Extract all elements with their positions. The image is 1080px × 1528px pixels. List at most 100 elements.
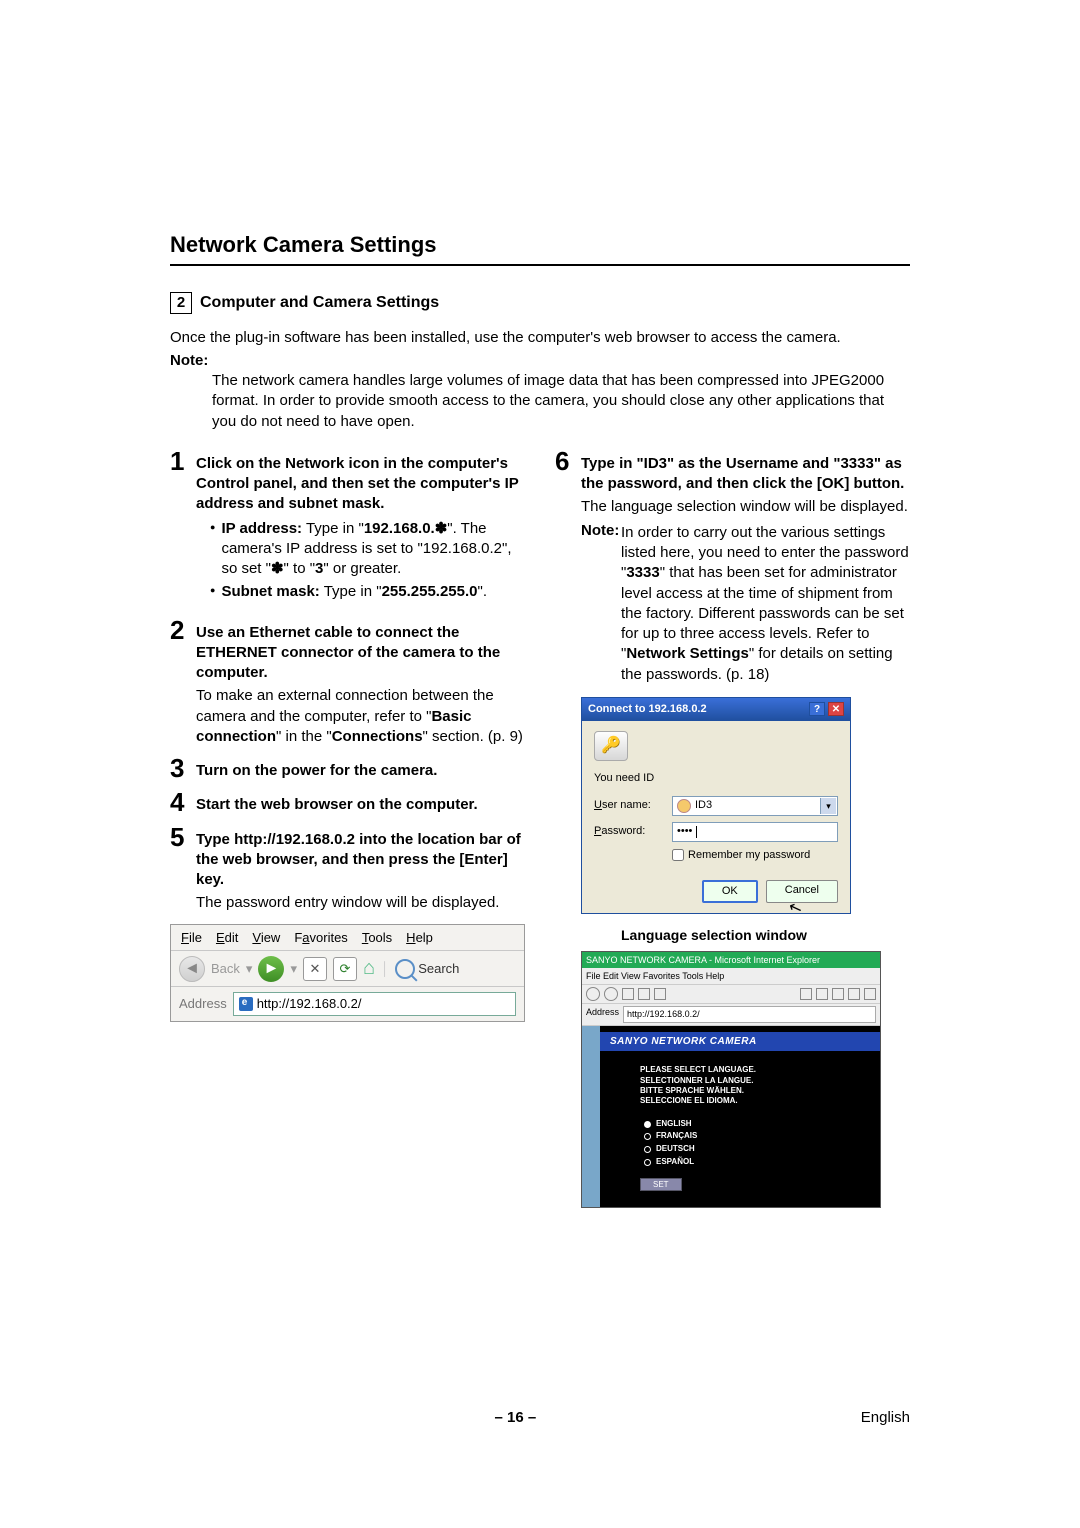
username-dropdown-icon[interactable]: ▾ (820, 798, 836, 814)
stop-button-icon[interactable]: ✕ (303, 957, 327, 981)
cancel-button[interactable]: Cancel (766, 880, 838, 903)
address-label: Address (179, 995, 227, 1013)
lang-addr-input[interactable]: http://192.168.0.2/ (623, 1006, 876, 1022)
step-1-number: 1 (170, 448, 190, 609)
language-window: SANYO NETWORK CAMERA - Microsoft Interne… (581, 951, 881, 1207)
t: ENGLISH (656, 1119, 692, 1130)
menu-favorites[interactable]: Favorites (294, 929, 347, 947)
t: ✽ (271, 560, 284, 577)
right-column: 6 Type in "ID3" as the Username and "333… (555, 448, 910, 1216)
password-label: Password: (594, 824, 664, 839)
ie-icon (239, 997, 253, 1011)
lang-back-icon[interactable] (586, 987, 600, 1001)
lang-win-menu: File Edit View Favorites Tools Help (582, 968, 880, 985)
home-button-icon[interactable]: ⌂ (363, 955, 375, 982)
t: 255.255.255.0 (382, 583, 478, 600)
t: " to " (284, 560, 316, 577)
t: " section. (p. 9) (423, 728, 523, 745)
step-6-para: The language selection window will be di… (581, 497, 910, 517)
lang-addr-row: Address http://192.168.0.2/ (582, 1004, 880, 1025)
lang-prompt: PLEASE SELECT LANGUAGE. SELECTIONNER LA … (600, 1051, 880, 1117)
lang-win-title: SANYO NETWORK CAMERA - Microsoft Interne… (582, 952, 880, 968)
language-caption: Language selection window (621, 926, 910, 945)
close-button-icon[interactable]: ✕ (828, 702, 844, 716)
browser-toolbar: ◄ Back ▾ ► ▾ ✕ ⟳ ⌂ │ Search (171, 951, 524, 987)
step-1-head: Click on the Network icon in the compute… (196, 454, 525, 515)
section-heading: 2 Computer and Camera Settings (170, 292, 910, 314)
t: " or greater. (323, 560, 401, 577)
t: ESPAÑOL (656, 1157, 694, 1168)
step-6-head: Type in "ID3" as the Username and "3333"… (581, 454, 910, 495)
back-dropdown-icon[interactable]: ▾ (246, 960, 253, 978)
back-button-label[interactable]: Back (211, 960, 240, 978)
menu-file[interactable]: File (181, 929, 202, 947)
radio-icon (644, 1159, 651, 1166)
search-label: Search (418, 960, 459, 978)
t: Type in " (302, 520, 364, 537)
help-button-icon[interactable]: ? (809, 702, 825, 716)
refresh-button-icon[interactable]: ⟳ (333, 957, 357, 981)
lang-opt-english[interactable]: ENGLISH (644, 1119, 880, 1130)
step-5-number: 5 (170, 824, 190, 914)
auth-dialog: Connect to 192.168.0.2 ? ✕ 🔑 You need ID… (581, 697, 851, 914)
auth-titlebar: Connect to 192.168.0.2 ? ✕ (582, 698, 850, 721)
section-number-box: 2 (170, 292, 192, 314)
search-button[interactable]: Search (395, 959, 459, 979)
username-label: User name: (594, 798, 664, 813)
back-button-icon[interactable]: ◄ (179, 956, 205, 982)
lang-tb-icon[interactable] (848, 988, 860, 1000)
step-2-para: To make an external connection between t… (196, 686, 525, 747)
lang-home-icon[interactable] (654, 988, 666, 1000)
lang-opt-espanol[interactable]: ESPAÑOL (644, 1157, 880, 1168)
step-4-number: 4 (170, 789, 190, 815)
page-number: – 16 – (495, 1408, 537, 1428)
lang-stop-icon[interactable] (622, 988, 634, 1000)
section-label: Computer and Camera Settings (200, 292, 439, 314)
username-input[interactable]: ID3 ▾ (672, 796, 838, 816)
t: DEUTSCH (656, 1144, 695, 1155)
lang-tb-icon[interactable] (864, 988, 876, 1000)
note-body: The network camera handles large volumes… (212, 371, 910, 432)
remember-checkbox[interactable] (672, 849, 684, 861)
lang-tb-icon[interactable] (816, 988, 828, 1000)
step-4-head: Start the web browser on the computer. (196, 795, 525, 815)
menu-tools[interactable]: Tools (362, 929, 392, 947)
intro-text: Once the plug-in software has been insta… (170, 328, 910, 348)
password-input[interactable]: •••• (672, 822, 838, 842)
page-title: Network Camera Settings (170, 230, 910, 266)
step-5-head: Type http://192.168.0.2 into the locatio… (196, 830, 525, 891)
menu-view[interactable]: View (252, 929, 280, 947)
radio-icon (644, 1146, 651, 1153)
fwd-dropdown-icon[interactable]: ▾ (290, 960, 297, 978)
address-input[interactable]: http://192.168.0.2/ (233, 992, 516, 1016)
step-1-bullet-ip: IP address: Type in "192.168.0.✽". The c… (210, 519, 525, 580)
remember-label: Remember my password (688, 848, 810, 863)
lang-refresh-icon[interactable] (638, 988, 650, 1000)
menu-edit[interactable]: Edit (216, 929, 238, 947)
lang-sidebar (582, 1026, 600, 1207)
lang-addr-label: Address (586, 1006, 619, 1022)
t: ". (478, 583, 488, 600)
t: 3333 (626, 564, 659, 581)
radio-icon (644, 1121, 651, 1128)
menu-help[interactable]: Help (406, 929, 433, 947)
lang-header: SANYO NETWORK CAMERA (600, 1032, 880, 1052)
ok-button[interactable]: OK (702, 880, 758, 903)
note-label: Note: (170, 352, 208, 369)
lang-tb-icon[interactable] (832, 988, 844, 1000)
forward-button-icon[interactable]: ► (258, 956, 284, 982)
t: " in the " (276, 728, 332, 745)
lang-set-button[interactable]: SET (640, 1178, 682, 1191)
search-icon (395, 959, 415, 979)
step-5-para: The password entry window will be displa… (196, 893, 525, 913)
left-column: 1 Click on the Network icon in the compu… (170, 448, 525, 1216)
auth-title-text: Connect to 192.168.0.2 (588, 702, 707, 717)
t: Network Settings (626, 645, 749, 662)
lang-opt-deutsch[interactable]: DEUTSCH (644, 1144, 880, 1155)
lang-tb-icon[interactable] (800, 988, 812, 1000)
step-3-head: Turn on the power for the camera. (196, 761, 525, 781)
lang-opt-francais[interactable]: FRANÇAIS (644, 1131, 880, 1142)
lang-fwd-icon[interactable] (604, 987, 618, 1001)
intro-note: Note: The network camera handles large v… (170, 351, 910, 432)
step-2: 2 Use an Ethernet cable to connect the E… (170, 617, 525, 748)
